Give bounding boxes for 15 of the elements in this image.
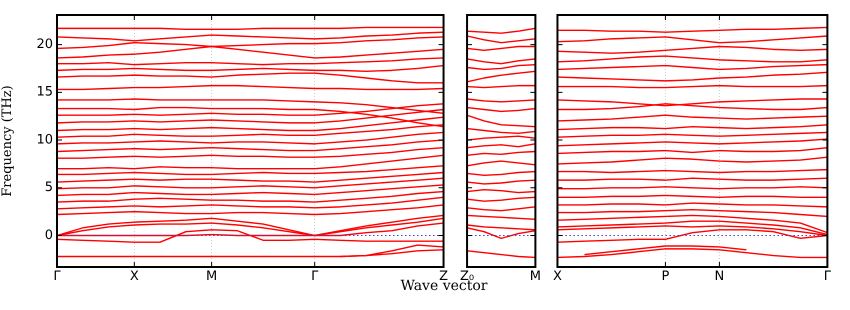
x-tick-label: X [553,269,562,284]
x-tick-label: M [206,269,218,284]
y-tick-label: 15 [36,84,53,100]
x-tick-label: M [530,269,541,284]
x-tick-label: P [662,269,670,284]
y-axis-title: Frequency (THz) [0,85,16,197]
x-tick-label: Γ [53,269,62,284]
x-tick-label: X [130,269,139,284]
y-tick-label: 20 [36,36,53,52]
y-tick-label: 5 [44,180,53,196]
x-tick-label: Γ [824,269,832,284]
y-tick-label: 10 [36,132,53,148]
y-tick-label: 0 [44,228,53,243]
x-tick-label: Γ [311,269,320,284]
x-tick-label: N [714,269,724,284]
